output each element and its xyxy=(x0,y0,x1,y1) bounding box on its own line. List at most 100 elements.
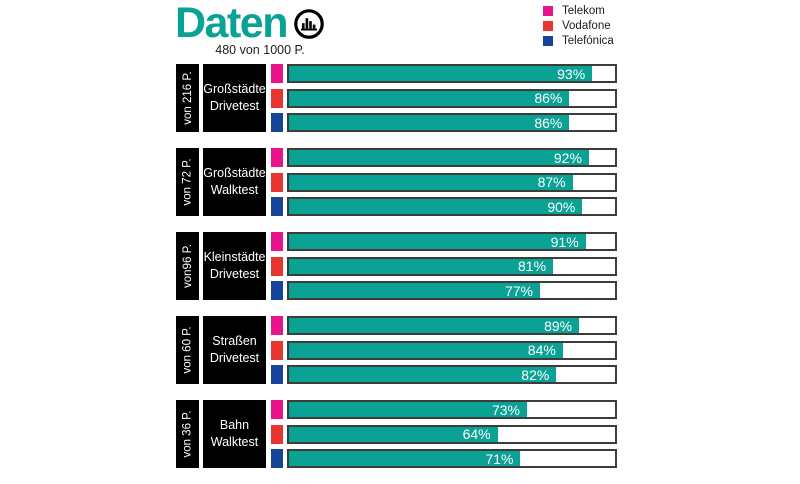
vodafone-swatch-icon xyxy=(543,20,553,31)
histogram-circle-icon xyxy=(294,9,324,39)
legend-item-telekom: Telekom xyxy=(543,3,614,18)
bar-track: 90% xyxy=(287,197,617,216)
bar-fill: 86% xyxy=(289,90,570,106)
bar-telefonica: 77% xyxy=(271,281,617,300)
bar-groups: von 216 P. Großstädte Drivetest 93% 86% xyxy=(176,64,617,484)
bar-value-label: 71% xyxy=(485,450,514,467)
bar-track: 82% xyxy=(287,365,617,384)
sample-size-label: von 60 P. xyxy=(181,326,194,374)
bar-vodafone: 64% xyxy=(271,424,617,444)
group-category: Großstädte Drivetest xyxy=(203,64,266,132)
group-bars: 73% 64% 71% xyxy=(271,400,617,468)
group-bars: 89% 84% 82% xyxy=(271,316,617,384)
bar-value-label: 82% xyxy=(521,366,550,383)
vodafone-marker xyxy=(271,424,283,444)
bar-vodafone: 87% xyxy=(271,172,617,192)
chart-header: Daten 480 von 1000 P. xyxy=(175,0,345,57)
vodafone-marker xyxy=(271,256,283,276)
bar-track: 86% xyxy=(287,88,617,108)
group-grossstaedte-walktest: von 72 P. Großstädte Walktest 92% 87% xyxy=(176,148,617,216)
category-line: Walktest xyxy=(210,183,259,197)
vodafone-marker xyxy=(271,88,283,108)
bar-value-label: 86% xyxy=(534,114,563,131)
vodafone-marker xyxy=(271,340,283,360)
bar-fill: 77% xyxy=(289,283,541,298)
group-sample-size: von 60 P. xyxy=(176,316,199,384)
title-row: Daten xyxy=(175,0,345,46)
telekom-marker xyxy=(271,148,283,167)
group-kleinstaedte-drivetest: von96 P. Kleinstädte Drivetest 91% 81% xyxy=(176,232,617,300)
group-category: Straßen Drivetest xyxy=(203,316,266,384)
sample-size-label: von 216 P. xyxy=(181,71,194,125)
telefonica-marker xyxy=(271,449,283,468)
sample-size-label: von 72 P. xyxy=(181,158,194,206)
telekom-marker xyxy=(271,400,283,419)
bar-fill: 86% xyxy=(289,114,570,131)
bar-track: 71% xyxy=(287,449,617,468)
bar-track: 92% xyxy=(287,148,617,167)
group-bars: 92% 87% 90% xyxy=(271,148,617,216)
bar-value-label: 87% xyxy=(537,174,566,190)
sample-size-label: von96 P. xyxy=(181,244,194,288)
telefonica-marker xyxy=(271,197,283,216)
telefonica-marker xyxy=(271,281,283,300)
bar-track: 84% xyxy=(287,340,617,360)
bar-fill: 71% xyxy=(289,450,521,467)
category-line: Drivetest xyxy=(209,351,260,365)
group-category: Bahn Walktest xyxy=(203,400,266,468)
bar-telekom: 93% xyxy=(271,64,617,83)
legend-label: Vodafone xyxy=(562,19,611,32)
bar-value-label: 91% xyxy=(550,233,579,250)
telekom-swatch-icon xyxy=(543,5,553,16)
group-bars: 91% 81% 77% xyxy=(271,232,617,300)
group-sample-size: von96 P. xyxy=(176,232,199,300)
bar-fill: 87% xyxy=(289,174,573,190)
bar-track: 81% xyxy=(287,256,617,276)
bar-track: 73% xyxy=(287,400,617,419)
bar-value-label: 89% xyxy=(544,317,573,334)
legend-label: Telekom xyxy=(562,4,605,17)
group-category: Großstädte Walktest xyxy=(203,148,266,216)
group-sample-size: von 72 P. xyxy=(176,148,199,216)
bar-track: 87% xyxy=(287,172,617,192)
bar-fill: 90% xyxy=(289,198,583,215)
bar-track: 93% xyxy=(287,64,617,83)
category-line: Drivetest xyxy=(209,267,260,281)
bar-fill: 81% xyxy=(289,258,554,274)
bar-value-label: 81% xyxy=(518,258,547,274)
category-line: Straßen xyxy=(212,334,257,348)
bar-fill: 93% xyxy=(289,65,593,82)
chart-title: Daten xyxy=(175,0,288,47)
telefonica-swatch-icon xyxy=(543,35,553,46)
bar-telekom: 89% xyxy=(271,316,617,335)
bar-telefonica: 86% xyxy=(271,113,617,132)
bar-value-label: 93% xyxy=(557,65,586,82)
bar-fill: 92% xyxy=(289,150,589,165)
chart-subtitle: 480 von 1000 P. xyxy=(215,43,305,57)
legend: Telekom Vodafone Telefónica xyxy=(543,3,614,48)
legend-item-vodafone: Vodafone xyxy=(543,18,614,33)
bar-telefonica: 71% xyxy=(271,449,617,468)
bar-fill: 91% xyxy=(289,234,586,249)
telekom-marker xyxy=(271,64,283,83)
vodafone-marker xyxy=(271,172,283,192)
bar-fill: 73% xyxy=(289,402,527,417)
bar-value-label: 84% xyxy=(527,342,556,358)
bar-telekom: 73% xyxy=(271,400,617,419)
bar-telefonica: 90% xyxy=(271,197,617,216)
bar-fill: 64% xyxy=(289,426,498,442)
bar-vodafone: 84% xyxy=(271,340,617,360)
bar-track: 77% xyxy=(287,281,617,300)
group-grossstaedte-drivetest: von 216 P. Großstädte Drivetest 93% 86% xyxy=(176,64,617,132)
category-line: Bahn xyxy=(219,418,250,432)
category-line: Großstädte xyxy=(203,166,266,180)
bar-telefonica: 82% xyxy=(271,365,617,384)
category-line: Drivetest xyxy=(209,99,260,113)
group-sample-size: von 216 P. xyxy=(176,64,199,132)
bar-telekom: 91% xyxy=(271,232,617,251)
group-bahn-walktest: von 36 P. Bahn Walktest 73% 64% xyxy=(176,400,617,468)
telefonica-marker xyxy=(271,113,283,132)
bar-fill: 84% xyxy=(289,342,563,358)
bar-value-label: 90% xyxy=(547,198,576,215)
bar-vodafone: 81% xyxy=(271,256,617,276)
